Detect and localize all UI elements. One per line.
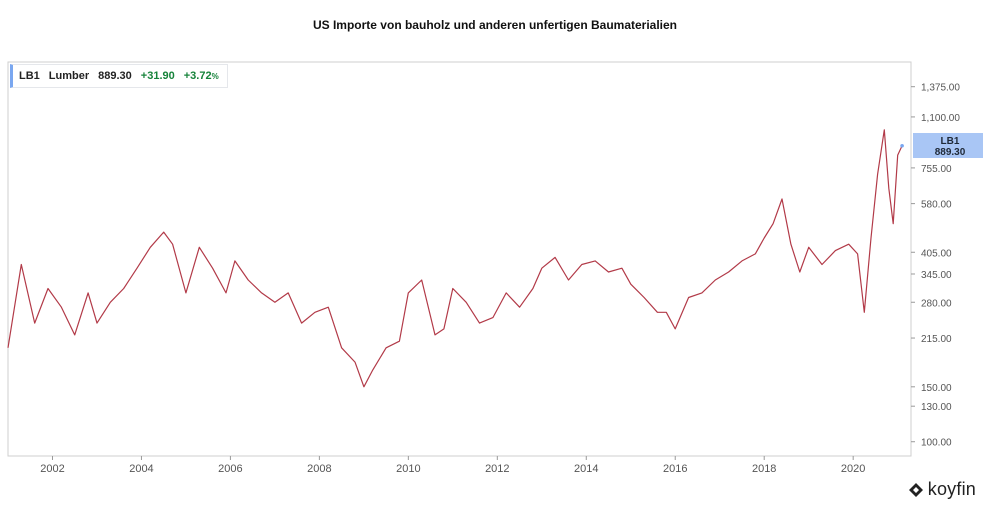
x-tick-label: 2010 <box>396 463 420 475</box>
x-tick-label: 2012 <box>485 463 509 475</box>
y-tick-label: 130.00 <box>921 402 952 413</box>
chart-title: US Importe von bauholz und anderen unfer… <box>312 18 678 32</box>
x-tick-label: 2020 <box>841 463 865 475</box>
legend-change-pct-value: +3.72 <box>183 70 212 82</box>
series-line-lb1 <box>7 129 903 388</box>
price-tag: LB1 889.30 <box>913 133 983 158</box>
series-layer <box>7 129 904 388</box>
x-tick-label: 2006 <box>218 463 242 475</box>
y-tick-label: 215.00 <box>921 334 952 345</box>
legend-name: Lumber <box>48 70 90 82</box>
koyfin-logo-icon <box>908 482 923 497</box>
x-tick-label: 2004 <box>129 463 153 475</box>
y-tick-label: 150.00 <box>921 383 952 394</box>
y-tick-label: 755.00 <box>921 164 952 175</box>
y-tick-label: 280.00 <box>921 298 952 309</box>
legend-change: +31.90 <box>140 70 175 82</box>
x-tick-label: 2014 <box>574 463 598 475</box>
y-tick-label: 405.00 <box>921 248 952 259</box>
y-tick-label: 580.00 <box>921 200 952 211</box>
y-tick-label: 1,100.00 <box>921 113 960 124</box>
legend-change-pct: +3.72% <box>184 70 219 82</box>
legend-last-value: 889.30 <box>98 70 132 82</box>
y-axis: 1,375.00 1,100.00 755.00 580.00 405.00 345.00… <box>911 83 960 449</box>
x-tick-label: 2002 <box>40 463 64 475</box>
koyfin-brand: koyfin <box>908 479 976 500</box>
last-point <box>900 143 904 148</box>
price-tag-ticker: LB1 <box>941 136 960 147</box>
y-tick-label: 1,375.00 <box>921 83 960 94</box>
chart-legend[interactable]: LB1 Lumber 889.30 +31.90 +3.72% <box>10 64 228 88</box>
price-tag-value: 889.30 <box>935 147 966 158</box>
x-axis: 2002 2004 2006 2008 2010 2012 2014 2016 2018 2020 <box>40 456 865 475</box>
y-tick-label: 100.00 <box>921 438 952 449</box>
x-tick-label: 2008 <box>307 463 331 475</box>
legend-ticker: LB1 <box>19 70 40 82</box>
brand-name: koyfin <box>927 479 976 499</box>
legend-pct-sign: % <box>211 72 219 81</box>
x-tick-label: 2016 <box>663 463 687 475</box>
y-tick-label: 345.00 <box>921 270 952 281</box>
plot-area <box>7 61 912 457</box>
price-tag-bg <box>913 133 983 158</box>
x-tick-label: 2018 <box>752 463 776 475</box>
